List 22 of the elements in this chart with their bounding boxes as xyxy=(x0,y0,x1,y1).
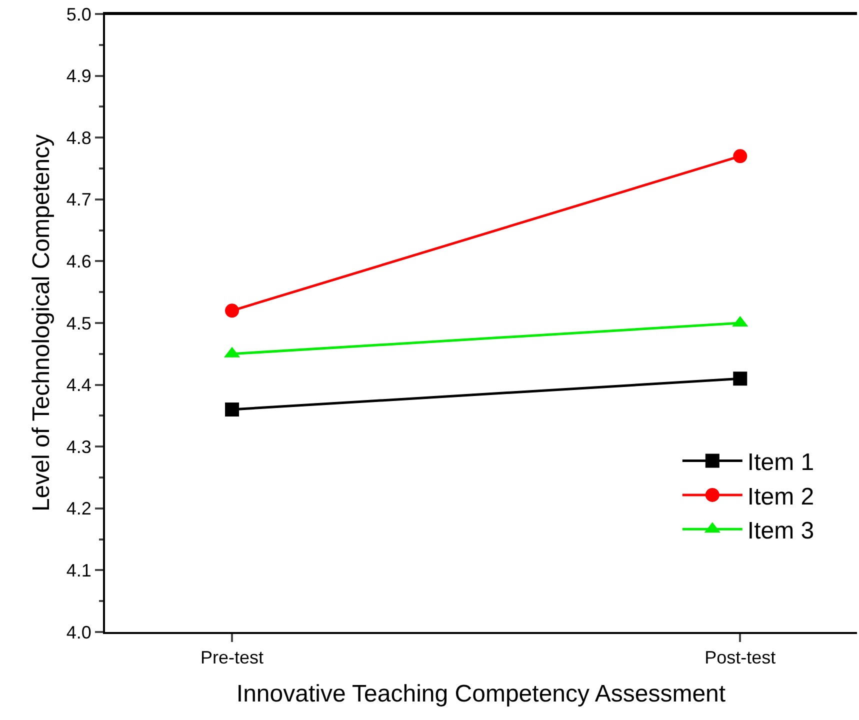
y-tick-label: 4.8 xyxy=(66,128,92,148)
y-tick-label: 4.9 xyxy=(66,66,92,86)
y-tick-label: 4.6 xyxy=(66,252,92,272)
y-tick-label: 4.2 xyxy=(66,498,92,519)
point xyxy=(733,372,748,386)
legend-label: Item 2 xyxy=(747,483,814,510)
legend-label: Item 3 xyxy=(747,518,814,545)
x-tick-label: Post-test xyxy=(704,648,776,668)
y-tick-label: 4.3 xyxy=(66,436,92,457)
y-axis-title: Level of Technological Competency xyxy=(28,134,55,512)
y-tick-label: 4.7 xyxy=(66,190,92,210)
x-tick-label: Pre-test xyxy=(200,648,264,668)
y-tick-label: 4.0 xyxy=(66,622,92,642)
x-axis-title: Innovative Teaching Competency Assessment xyxy=(236,680,726,708)
point xyxy=(733,149,748,164)
y-tick-label: 4.1 xyxy=(66,560,92,580)
y-tick-label: 5.0 xyxy=(66,4,92,24)
point xyxy=(225,304,240,318)
y-tick-label: 4.4 xyxy=(66,375,92,396)
point xyxy=(225,402,240,417)
y-tick-label: 4.5 xyxy=(66,313,92,334)
legend-label: Item 1 xyxy=(747,449,814,476)
